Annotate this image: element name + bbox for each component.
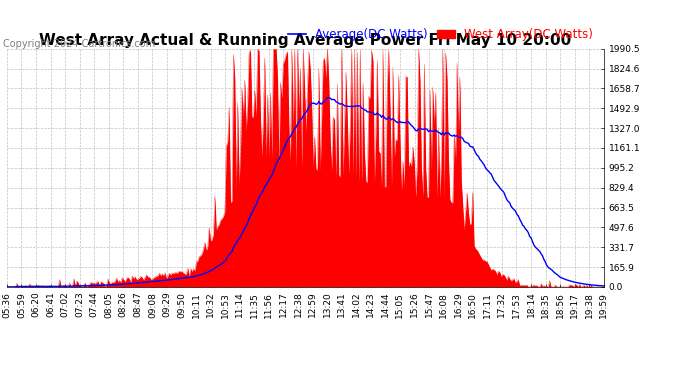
Text: Copyright 2024 Cartronics.com: Copyright 2024 Cartronics.com xyxy=(3,39,155,50)
Legend: Average(DC Watts), West Array(DC Watts): Average(DC Watts), West Array(DC Watts) xyxy=(283,24,598,46)
Title: West Array Actual & Running Average Power Fri May 10 20:00: West Array Actual & Running Average Powe… xyxy=(39,33,571,48)
